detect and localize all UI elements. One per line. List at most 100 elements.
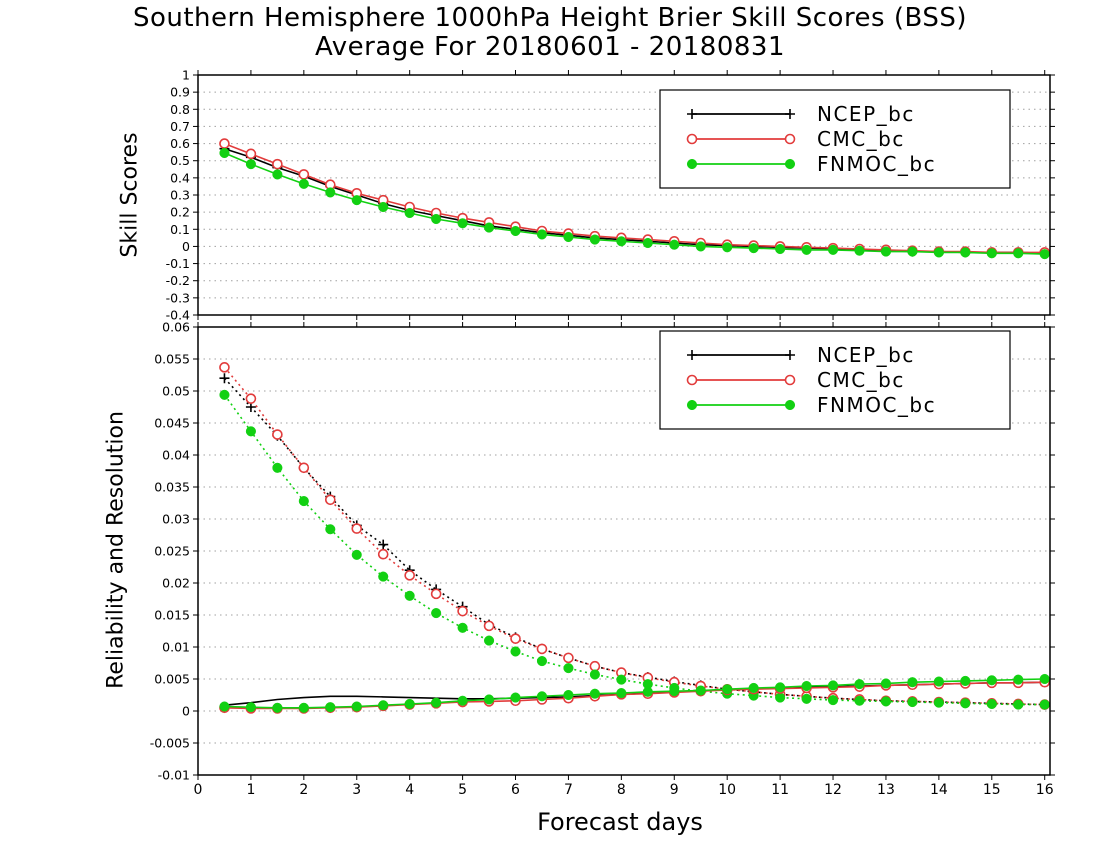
y-tick-label: 0.6 <box>170 136 190 151</box>
data-point <box>536 229 548 240</box>
data-point <box>722 242 733 253</box>
data-point <box>827 680 839 691</box>
x-tick-label: 8 <box>617 782 626 798</box>
data-point <box>854 679 865 690</box>
legend-marker <box>784 399 796 411</box>
legend-marker <box>784 133 796 145</box>
y-tick-label: 0.015 <box>154 608 190 623</box>
data-point <box>880 678 892 689</box>
legend-marker <box>687 109 697 119</box>
data-point <box>536 656 548 667</box>
data-point <box>960 675 971 686</box>
reliability-resolution-frame <box>197 326 1051 776</box>
y-tick-label: 0.3 <box>170 188 190 203</box>
data-point <box>669 686 680 697</box>
data-point <box>933 676 944 687</box>
data-point <box>219 138 230 149</box>
data-point <box>219 373 230 384</box>
y-tick-label: 0.9 <box>170 85 190 100</box>
y-tick-label: -0.3 <box>166 290 190 305</box>
x-tick-label: 4 <box>405 782 414 798</box>
y-tick-label: -0.1 <box>166 256 190 271</box>
data-point <box>431 608 442 619</box>
data-point <box>378 571 389 582</box>
data-point <box>616 688 627 699</box>
data-point <box>589 660 601 672</box>
data-point <box>510 225 521 237</box>
x-tick-label: 10 <box>718 782 736 798</box>
legend-marker <box>686 158 698 170</box>
data-point <box>378 539 389 550</box>
data-point <box>351 523 363 534</box>
data-point <box>431 697 442 708</box>
data-point <box>695 241 706 252</box>
data-point <box>775 243 786 255</box>
data-point <box>986 248 997 259</box>
y-tick-label: 0.2 <box>170 205 190 220</box>
data-point <box>642 686 653 697</box>
data-point <box>563 231 574 243</box>
legend-marker <box>785 350 795 360</box>
data-point <box>324 494 336 506</box>
data-point <box>245 702 256 713</box>
data-point <box>695 685 706 696</box>
data-point <box>377 548 389 560</box>
x-axis-label: Forecast days <box>537 808 703 836</box>
y-tick-label: 0.05 <box>162 384 190 399</box>
legend-marker <box>784 158 796 170</box>
data-point <box>801 244 812 255</box>
data-point <box>589 234 600 245</box>
data-point <box>1039 249 1050 260</box>
y-tick-label: 0.055 <box>154 352 190 367</box>
data-point <box>378 700 389 711</box>
data-point <box>933 697 944 708</box>
series-line-cmc-bc-resolution <box>223 366 1045 706</box>
data-point <box>986 698 997 710</box>
data-point <box>827 695 839 706</box>
data-point <box>298 702 309 713</box>
data-point <box>563 652 574 664</box>
legend-marker <box>686 133 698 145</box>
data-point <box>907 246 918 257</box>
x-tick-label: 0 <box>194 782 203 798</box>
chart-subtitle: Average For 20180601 - 20180831 <box>314 32 785 62</box>
data-point <box>272 429 283 440</box>
legend-marker <box>686 399 698 411</box>
x-tick-label: 13 <box>877 782 895 798</box>
data-point <box>457 622 468 633</box>
data-point <box>272 702 283 713</box>
data-point <box>854 695 865 706</box>
x-tick-label: 3 <box>352 782 361 798</box>
y-tick-label: -0.005 <box>150 736 190 751</box>
data-point <box>483 620 495 632</box>
data-point <box>404 698 415 710</box>
data-point <box>351 549 362 560</box>
data-point <box>245 393 257 404</box>
data-point <box>589 669 600 680</box>
data-point <box>722 684 733 695</box>
chart-title: Southern Hemisphere 1000hPa Height Brier… <box>132 3 968 33</box>
reliability-resolution-series-group <box>219 362 1050 714</box>
data-point <box>510 692 521 703</box>
x-tick-label: 9 <box>670 782 679 798</box>
data-point <box>616 674 627 685</box>
data-point <box>669 239 680 250</box>
data-point <box>457 695 468 706</box>
data-point <box>457 218 468 229</box>
y-tick-label: 0.8 <box>170 102 190 117</box>
data-point <box>1013 699 1024 710</box>
data-point <box>986 675 997 686</box>
data-point <box>298 169 310 180</box>
y-tick-label: 0.02 <box>162 576 190 591</box>
x-tick-label: 6 <box>511 782 520 798</box>
y-tick-label: 0.005 <box>154 672 190 687</box>
data-point <box>298 496 309 507</box>
legend-marker <box>687 350 697 360</box>
data-point <box>960 698 971 709</box>
data-point <box>219 147 230 159</box>
reliability-resolution-panel: 0.060.0550.050.0450.040.0350.030.0250.02… <box>150 320 1055 798</box>
data-point <box>298 462 310 474</box>
legend-marker <box>785 109 795 119</box>
